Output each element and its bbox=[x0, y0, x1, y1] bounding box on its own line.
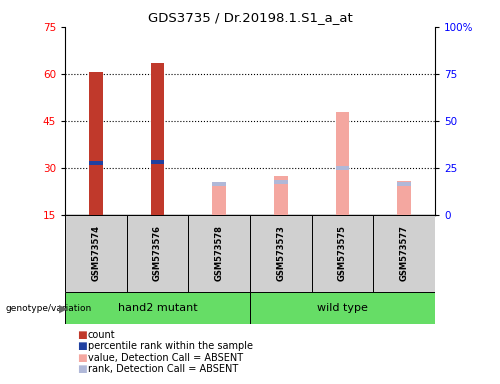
Bar bbox=[212, 182, 226, 185]
Text: GSM573575: GSM573575 bbox=[338, 225, 347, 281]
Bar bbox=[336, 166, 349, 170]
Bar bbox=[274, 180, 287, 184]
Text: wild type: wild type bbox=[317, 303, 368, 313]
Text: value, Detection Call = ABSENT: value, Detection Call = ABSENT bbox=[88, 353, 242, 363]
Text: genotype/variation: genotype/variation bbox=[5, 304, 91, 313]
Bar bbox=[89, 161, 102, 165]
Bar bbox=[65, 292, 250, 324]
Text: ■: ■ bbox=[78, 353, 88, 363]
Text: GSM573573: GSM573573 bbox=[276, 225, 285, 281]
Bar bbox=[150, 160, 164, 164]
Bar bbox=[89, 72, 102, 215]
Bar bbox=[374, 215, 435, 292]
Text: GSM573578: GSM573578 bbox=[214, 225, 224, 281]
Bar bbox=[150, 63, 164, 215]
Text: ■: ■ bbox=[78, 341, 88, 351]
Text: rank, Detection Call = ABSENT: rank, Detection Call = ABSENT bbox=[88, 364, 238, 374]
Bar bbox=[250, 292, 435, 324]
Bar bbox=[250, 215, 312, 292]
Bar bbox=[274, 176, 287, 215]
Text: hand2 mutant: hand2 mutant bbox=[118, 303, 198, 313]
Text: ■: ■ bbox=[78, 330, 88, 340]
Bar bbox=[212, 182, 226, 215]
Text: GSM573577: GSM573577 bbox=[400, 225, 408, 281]
Text: GSM573576: GSM573576 bbox=[153, 225, 162, 281]
Bar bbox=[188, 215, 250, 292]
Text: ■: ■ bbox=[78, 364, 88, 374]
Bar bbox=[312, 215, 374, 292]
Title: GDS3735 / Dr.20198.1.S1_a_at: GDS3735 / Dr.20198.1.S1_a_at bbox=[148, 11, 352, 24]
Bar bbox=[65, 215, 126, 292]
Bar bbox=[398, 180, 411, 215]
Bar bbox=[336, 112, 349, 215]
Text: percentile rank within the sample: percentile rank within the sample bbox=[88, 341, 252, 351]
Text: ▶: ▶ bbox=[59, 303, 68, 313]
Text: GSM573574: GSM573574 bbox=[92, 225, 100, 281]
Bar bbox=[398, 182, 411, 185]
Text: count: count bbox=[88, 330, 115, 340]
Bar bbox=[126, 215, 188, 292]
